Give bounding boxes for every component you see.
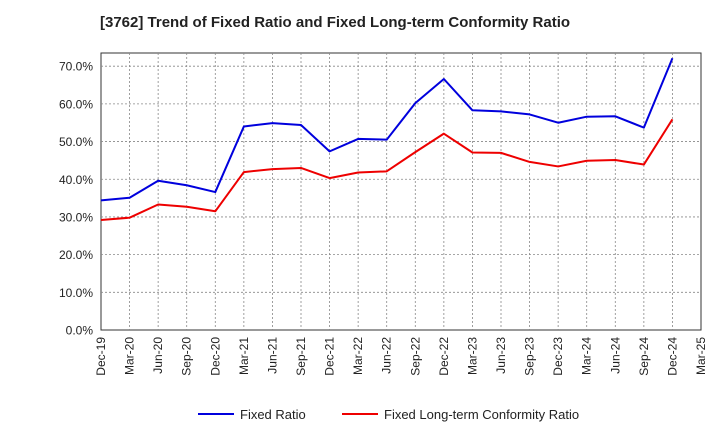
x-tick-label: Jun-20 [151, 337, 165, 374]
series-line-fixed-ratio [100, 57, 674, 202]
x-tick-label: Mar-22 [351, 337, 365, 375]
legend: Fixed Ratio Fixed Long-term Conformity Ra… [198, 407, 579, 422]
y-tick-label: 60.0% [59, 97, 93, 111]
y-tick-label: 20.0% [59, 248, 93, 262]
y-tick-label: 70.0% [59, 60, 93, 74]
x-tick-label: Dec-24 [665, 337, 679, 376]
x-tick-label: Dec-20 [208, 337, 222, 376]
y-tick-label: 50.0% [59, 135, 93, 149]
axis-layer: 0.0% 10.0% 20.0% 30.0% 40.0% 50.0% 60.0% 70.0% D… [59, 60, 708, 376]
x-tick-label: Mar-25 [694, 337, 708, 375]
x-tick-label: Sep-20 [180, 337, 194, 376]
x-tick-label: Dec-22 [437, 337, 451, 376]
x-tick-label: Dec-19 [94, 337, 108, 376]
x-tick-label: Sep-24 [637, 337, 651, 376]
x-tick-label: Sep-22 [408, 337, 422, 376]
series-layer [100, 57, 674, 221]
y-tick-label: 30.0% [59, 210, 93, 224]
x-tick-label: Dec-21 [323, 337, 337, 376]
x-tick-label: Mar-24 [580, 337, 594, 375]
x-tick-label: Dec-23 [551, 337, 565, 376]
x-tick-label: Mar-20 [123, 337, 137, 375]
series-line-fixed-long-term-conformity-ratio [100, 118, 674, 221]
x-tick-label: Sep-23 [523, 337, 537, 376]
x-tick-label: Sep-21 [294, 337, 308, 376]
legend-label: Fixed Long-term Conformity Ratio [384, 407, 579, 422]
grid-layer [100, 52, 702, 331]
y-tick-label: 10.0% [59, 286, 93, 300]
y-tick-label: 40.0% [59, 173, 93, 187]
y-tick-label: 0.0% [66, 324, 94, 338]
x-tick-label: Mar-21 [237, 337, 251, 375]
x-tick-label: Jun-22 [380, 337, 394, 374]
x-tick-label: Jun-24 [608, 337, 622, 374]
chart-title: [3762] Trend of Fixed Ratio and Fixed Lo… [100, 14, 571, 31]
x-tick-label: Mar-23 [465, 337, 479, 375]
legend-label: Fixed Ratio [240, 407, 306, 422]
x-tick-label: Jun-21 [265, 337, 279, 374]
plot-area [100, 52, 702, 331]
x-tick-label: Jun-23 [494, 337, 508, 374]
